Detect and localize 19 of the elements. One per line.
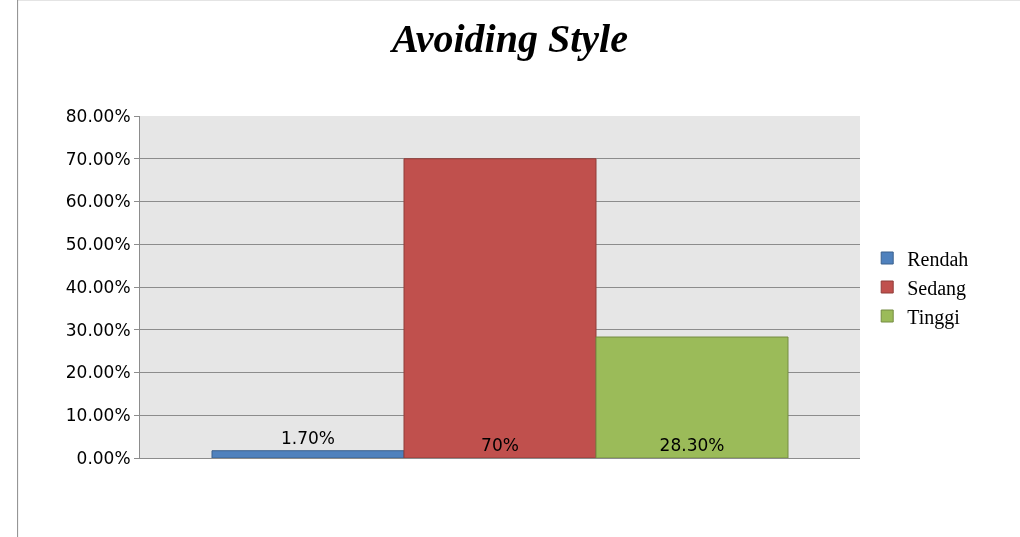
y-tick-label: 60.00% [65, 191, 131, 212]
legend-label: Rendah [907, 247, 969, 270]
legend-label: Sedang [907, 276, 967, 300]
data-label: 1.70% [280, 427, 336, 448]
y-tick-label: 10.00% [65, 405, 131, 426]
y-tick-label: 0.00% [76, 447, 131, 468]
y-tick-label: 30.00% [65, 319, 131, 340]
bar [403, 158, 597, 458]
legend-label: Tinggi [907, 305, 961, 329]
chart-title: Avoiding Style [389, 16, 628, 62]
bar [595, 336, 789, 458]
data-label: 70% [481, 435, 519, 455]
bar [211, 450, 405, 458]
y-tick-label: 40.00% [65, 276, 131, 297]
y-tick-label: 80.00% [65, 105, 131, 126]
y-tick-label: 70.00% [65, 148, 131, 169]
y-tick-label: 20.00% [65, 362, 131, 383]
data-label: 28.30% [659, 435, 725, 455]
y-tick-label: 50.00% [65, 234, 131, 255]
